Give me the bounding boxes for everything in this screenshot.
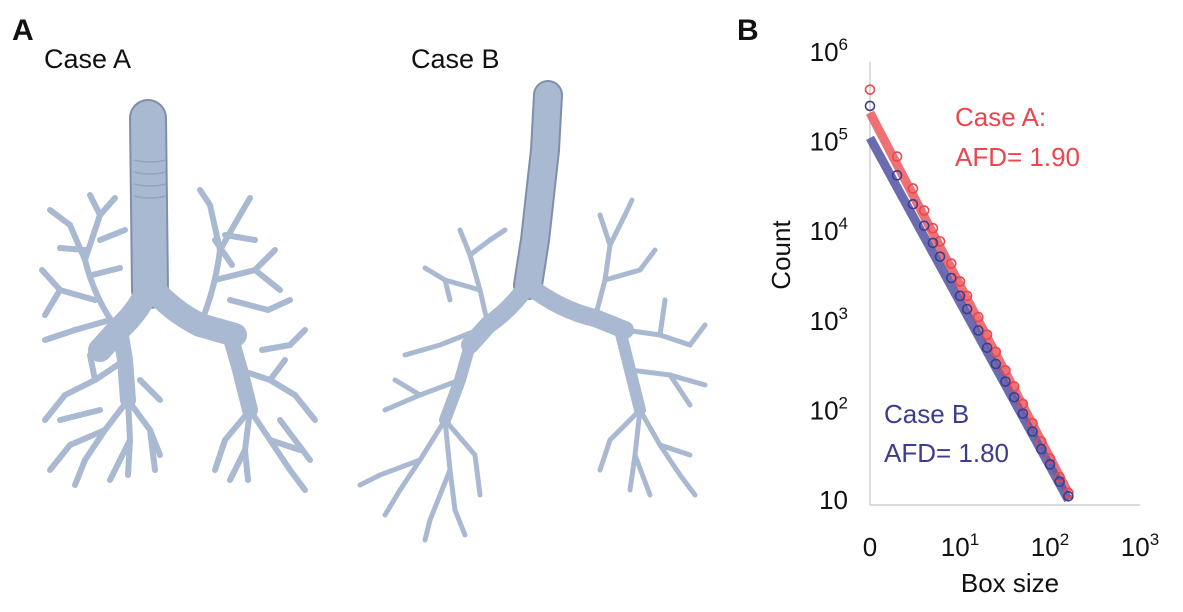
data-point-case-a — [934, 236, 946, 247]
data-point-case-b — [891, 170, 903, 181]
y-tick-label: 105 — [810, 125, 848, 157]
y-tick-label: 10 — [819, 485, 848, 515]
data-point-case-a — [864, 84, 876, 95]
data-point-case-a — [1063, 487, 1074, 499]
data-point-case-a — [1035, 436, 1047, 447]
fit-lines — [866, 110, 1073, 503]
data-point-case-b — [1035, 443, 1047, 455]
data-point-case-b — [1054, 476, 1065, 488]
case-b-airway-tree-image — [357, 80, 708, 543]
data-point-case-b — [934, 251, 946, 262]
data-point-case-b — [1027, 426, 1038, 437]
data-point-case-a — [918, 205, 930, 216]
data-point-case-b — [907, 198, 919, 210]
data-points — [864, 84, 1074, 502]
x-tick-labels: 0 101 102 103 — [863, 530, 1159, 562]
data-point-case-a — [990, 346, 1002, 358]
data-point-case-a — [945, 258, 957, 269]
y-tick-label: 104 — [810, 214, 848, 246]
data-point-case-a — [1008, 381, 1020, 392]
data-point-case-b — [1008, 392, 1020, 403]
y-tick-label: 103 — [810, 304, 848, 336]
data-point-case-b — [961, 303, 973, 315]
x-tick-label: 102 — [1031, 530, 1069, 562]
case-a-label: Case A — [44, 44, 132, 74]
data-point-case-b — [864, 100, 876, 112]
data-point-case-a — [1044, 453, 1056, 464]
case-a-annotation-afd: AFD= 1.90 — [955, 142, 1080, 172]
data-point-case-a — [954, 276, 966, 287]
y-tick-labels: 10 102 103 104 105 106 — [810, 35, 848, 515]
x-axis-title: Box size — [961, 568, 1059, 598]
case-b-annotation-title: Case B — [884, 399, 969, 429]
data-point-case-a — [973, 311, 984, 323]
y-tick-label: 102 — [810, 393, 848, 425]
data-point-case-a — [891, 151, 903, 162]
data-point-case-b — [1017, 408, 1029, 419]
data-point-case-b — [1000, 376, 1011, 387]
panel-b-letter: B — [737, 14, 759, 47]
case-b-label: Case B — [411, 44, 500, 74]
y-tick-label: 106 — [810, 35, 848, 67]
case-a-airway-tree-image — [39, 99, 318, 493]
data-point-case-b — [945, 272, 957, 284]
case-a-annotation-title: Case A: — [955, 102, 1046, 132]
data-point-case-a — [1000, 365, 1011, 376]
data-point-case-b — [990, 358, 1002, 370]
data-point-case-b — [973, 325, 984, 336]
fit-line-case-b — [866, 135, 1073, 503]
data-point-case-a — [1054, 471, 1065, 483]
x-tick-label: 0 — [863, 532, 877, 562]
data-point-case-a — [907, 183, 919, 194]
data-point-case-b — [1044, 459, 1056, 470]
data-point-case-b — [918, 220, 930, 232]
data-point-case-b — [927, 237, 939, 249]
fit-line-case-a — [866, 110, 1073, 495]
y-axis-title: Count — [766, 220, 796, 290]
data-point-case-b — [954, 290, 966, 302]
case-b-annotation-afd: AFD= 1.80 — [884, 438, 1009, 468]
data-point-case-b — [981, 342, 993, 354]
panel-a-letter: A — [12, 14, 34, 47]
x-tick-label: 101 — [941, 530, 979, 562]
data-point-case-b — [1063, 490, 1074, 502]
x-tick-label: 103 — [1121, 530, 1159, 562]
data-point-case-a — [961, 290, 973, 302]
data-point-case-a — [981, 329, 993, 340]
